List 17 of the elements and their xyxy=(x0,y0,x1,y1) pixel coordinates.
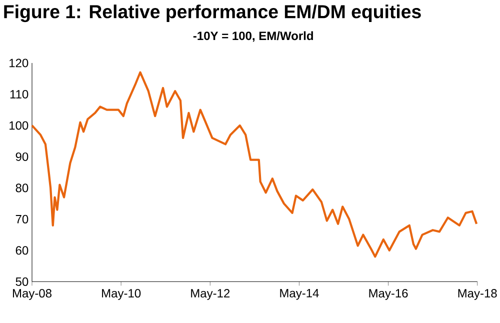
x-tick-label: May-18 xyxy=(458,289,497,300)
chart-title: Figure 1: Relative performance EM/DM equities xyxy=(4,4,421,22)
x-tick-label: May-16 xyxy=(369,289,408,300)
y-tick-label: 80 xyxy=(16,184,28,192)
y-tick-label: 60 xyxy=(16,246,28,255)
x-tick-label: May-08 xyxy=(12,289,52,300)
x-tick-label: May-10 xyxy=(102,289,141,300)
y-tick-label: 50 xyxy=(16,277,28,286)
y-tick-label: 70 xyxy=(16,214,28,224)
x-tick-label: May-12 xyxy=(191,289,230,300)
y-tick-label: 90 xyxy=(16,152,28,161)
y-tick-label: 100 xyxy=(10,121,28,130)
y-tick-label: 120 xyxy=(10,58,28,68)
line-series xyxy=(30,71,478,258)
y-tick-label: 110 xyxy=(10,90,28,98)
x-tick-label: May-14 xyxy=(280,289,319,300)
chart-subtitle: -10Y = 100, EM/World xyxy=(193,31,313,42)
